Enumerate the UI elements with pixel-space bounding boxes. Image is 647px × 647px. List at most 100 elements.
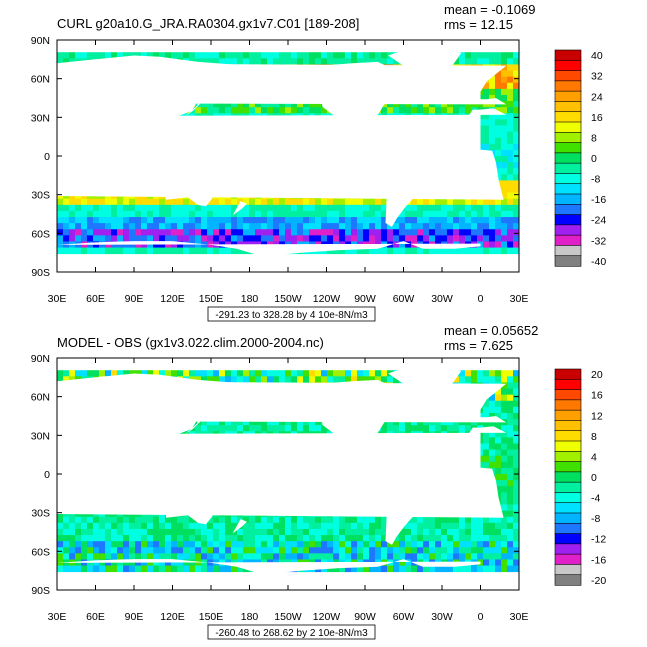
grid-cell <box>207 516 214 524</box>
grid-cell <box>219 210 226 218</box>
grid-cell <box>393 241 400 248</box>
grid-cell <box>483 125 490 132</box>
grid-cell <box>453 376 460 383</box>
grid-cell <box>501 522 508 530</box>
grid-cell <box>201 229 208 236</box>
grid-cell <box>117 223 124 230</box>
grid-cell <box>153 210 160 218</box>
grid-cell <box>303 535 310 542</box>
grid-cell <box>327 217 334 224</box>
grid-cell <box>267 58 274 65</box>
grid-cell <box>207 522 214 530</box>
grid-cell <box>501 461 508 469</box>
grid-cell <box>507 449 514 457</box>
grid-cell <box>261 522 268 530</box>
grid-cell <box>513 217 519 224</box>
grid-cell <box>363 58 370 65</box>
grid-cell <box>417 107 424 114</box>
grid-cell <box>507 162 514 169</box>
grid-cell <box>201 107 208 114</box>
grid-cell <box>147 247 154 255</box>
grid-cell <box>171 52 178 59</box>
grid-cell <box>57 528 64 536</box>
grid-cell <box>249 541 256 548</box>
grid-cell <box>291 223 298 230</box>
grid-cell <box>135 535 142 542</box>
grid-cell <box>201 241 208 248</box>
grid-cell <box>435 419 442 426</box>
grid-cell <box>201 223 208 230</box>
grid-cell <box>123 247 130 255</box>
grid-cell <box>363 210 370 218</box>
grid-cell <box>501 88 508 96</box>
grid-cell <box>495 486 502 493</box>
grid-cell <box>219 535 226 542</box>
grid-cell <box>57 198 64 206</box>
grid-cell <box>237 541 244 548</box>
grid-cell <box>69 217 76 224</box>
grid-cell <box>483 455 490 463</box>
grid-cell <box>381 210 388 218</box>
grid-cell <box>111 535 118 542</box>
grid-cell <box>141 516 148 524</box>
grid-cell <box>405 101 412 108</box>
grid-cell <box>165 198 172 206</box>
grid-cell <box>339 522 346 530</box>
grid-cell <box>357 217 364 224</box>
grid-cell <box>489 52 496 59</box>
grid-cell <box>303 52 310 59</box>
grid-cell <box>129 522 136 530</box>
grid-cell <box>93 198 100 206</box>
grid-cell <box>225 535 232 542</box>
grid-cell <box>219 541 226 548</box>
grid-cell <box>219 247 226 255</box>
grid-cell <box>351 547 358 554</box>
grid-cell <box>495 241 502 248</box>
grid-cell <box>243 58 250 65</box>
grid-cell <box>303 370 310 377</box>
grid-cell <box>513 174 519 181</box>
grid-cell <box>501 143 508 151</box>
grid-cell <box>303 217 310 224</box>
grid-cell <box>225 516 232 524</box>
grid-cell <box>363 376 370 383</box>
grid-cell <box>411 210 418 218</box>
y-tick-label: 0 <box>44 151 50 163</box>
grid-cell <box>375 223 382 230</box>
grid-cell <box>495 125 502 132</box>
grid-cell <box>303 235 310 242</box>
grid-cell <box>93 247 100 255</box>
y-tick-label: 30S <box>31 190 50 202</box>
grid-cell <box>117 541 124 548</box>
grid-cell <box>363 204 370 212</box>
grid-cell <box>501 52 508 59</box>
grid-cell <box>75 516 82 524</box>
grid-cell <box>189 52 196 59</box>
grid-cell <box>507 217 514 224</box>
grid-cell <box>201 52 208 59</box>
grid-cell <box>111 217 118 224</box>
grid-cell <box>495 76 502 84</box>
grid-cell <box>141 235 148 242</box>
land-mass <box>57 108 514 200</box>
grid-cell <box>351 229 358 236</box>
grid-cell <box>495 204 502 212</box>
grid-cell <box>495 522 502 530</box>
grid-cell <box>507 94 514 102</box>
grid-cell <box>375 247 382 255</box>
grid-cell <box>87 553 94 560</box>
grid-cell <box>135 223 142 230</box>
grid-cell <box>135 516 142 524</box>
grid-cell <box>507 168 514 175</box>
grid-cell <box>357 535 364 542</box>
grid-cell <box>249 58 256 65</box>
grid-cell <box>123 235 130 242</box>
grid-cell <box>279 52 286 59</box>
grid-cell <box>309 535 316 542</box>
grid-cell <box>429 198 436 206</box>
grid-cell <box>435 547 442 554</box>
grid-cell <box>261 210 268 218</box>
grid-cell <box>117 229 124 236</box>
x-tick-label: 150W <box>274 293 302 305</box>
grid-cell <box>483 52 490 59</box>
